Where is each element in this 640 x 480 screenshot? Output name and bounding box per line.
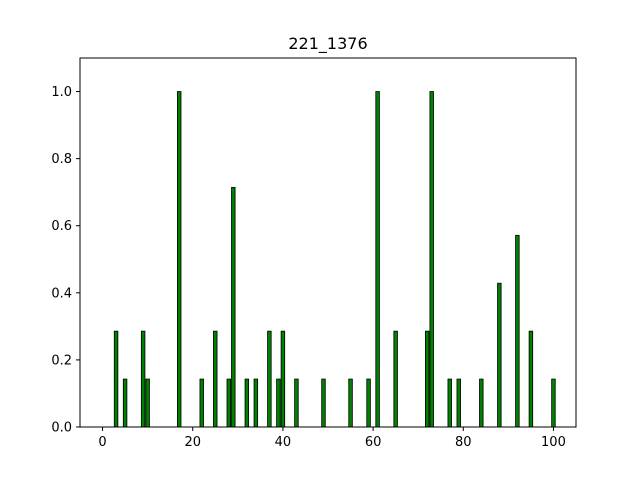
- bar: [145, 378, 150, 428]
- chart-title: 221_1376: [288, 34, 367, 54]
- bar: [213, 330, 218, 428]
- y-tick-label: 0.6: [51, 219, 72, 234]
- x-axis: 0 20 40 60 80 100: [98, 427, 566, 450]
- bars-group: [113, 91, 556, 428]
- bar: [231, 186, 236, 428]
- bar: [280, 330, 286, 428]
- bar: [244, 378, 250, 428]
- bar: [226, 378, 231, 428]
- bar: [113, 330, 119, 428]
- bar: [551, 378, 556, 428]
- y-tick-label: 0.8: [51, 152, 72, 167]
- bar: [276, 378, 281, 428]
- bar: [447, 378, 452, 428]
- bar: [140, 330, 146, 428]
- x-tick-label: 0: [98, 435, 106, 450]
- x-tick-label: 80: [455, 435, 472, 450]
- bar: [424, 330, 430, 428]
- bar: [393, 330, 398, 428]
- bar: [366, 378, 371, 428]
- plot-frame: [79, 57, 577, 428]
- bar: [199, 378, 204, 428]
- y-tick-label: 0.4: [51, 286, 72, 301]
- x-tick-label: 40: [275, 435, 292, 450]
- bar: [528, 330, 534, 428]
- y-tick-label: 1.0: [51, 85, 72, 100]
- bar: [429, 91, 434, 428]
- bar: [294, 378, 299, 428]
- bar: [515, 234, 520, 428]
- y-tick-label: 0.0: [51, 421, 72, 436]
- y-tick-label: 0.2: [51, 353, 72, 368]
- x-tick-label: 20: [184, 435, 201, 450]
- x-tick-label: 60: [365, 435, 382, 450]
- x-tick-label: 100: [541, 435, 566, 450]
- bar: [348, 378, 353, 428]
- bar: [497, 282, 502, 428]
- bar: [321, 378, 326, 428]
- bar: [176, 91, 182, 428]
- bar: [375, 91, 380, 428]
- bar: [267, 330, 272, 428]
- bar: [253, 378, 259, 428]
- bar: [456, 378, 461, 428]
- bar: [479, 378, 484, 428]
- bar: [122, 378, 128, 428]
- y-axis: 0.0 0.2 0.4 0.6 0.8 1.0: [51, 85, 80, 436]
